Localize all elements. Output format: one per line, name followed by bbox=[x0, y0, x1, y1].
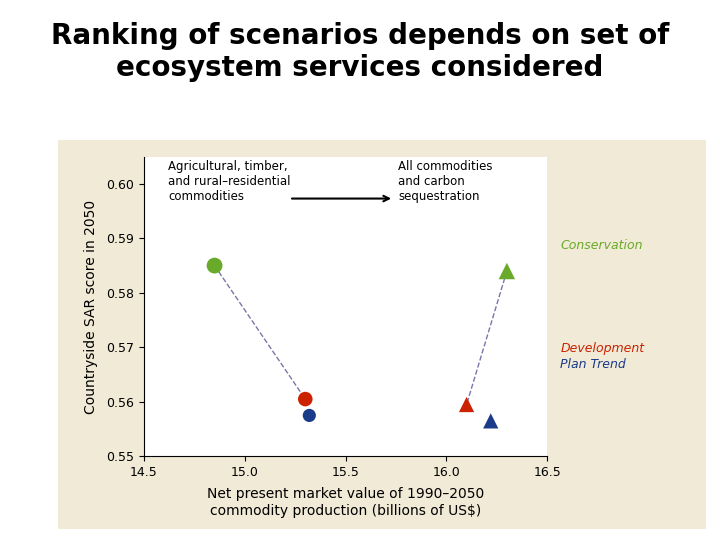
Point bbox=[461, 400, 472, 409]
Point bbox=[304, 411, 315, 420]
Text: Development: Development bbox=[560, 342, 644, 355]
Text: All commodities
and carbon
sequestration: All commodities and carbon sequestration bbox=[398, 160, 492, 202]
Point bbox=[485, 416, 497, 425]
Point bbox=[501, 267, 513, 275]
X-axis label: Net present market value of 1990–2050
commodity production (billions of US$): Net present market value of 1990–2050 co… bbox=[207, 488, 485, 517]
Text: Ranking of scenarios depends on set of
ecosystem services considered: Ranking of scenarios depends on set of e… bbox=[51, 22, 669, 82]
Point bbox=[300, 395, 311, 403]
Y-axis label: Countryside SAR score in 2050: Countryside SAR score in 2050 bbox=[84, 199, 98, 414]
Point bbox=[209, 261, 220, 270]
Text: Agricultural, timber,
and rural–residential
commodities: Agricultural, timber, and rural–resident… bbox=[168, 160, 291, 202]
Text: Conservation: Conservation bbox=[560, 239, 643, 252]
Text: Plan Trend: Plan Trend bbox=[560, 358, 626, 371]
